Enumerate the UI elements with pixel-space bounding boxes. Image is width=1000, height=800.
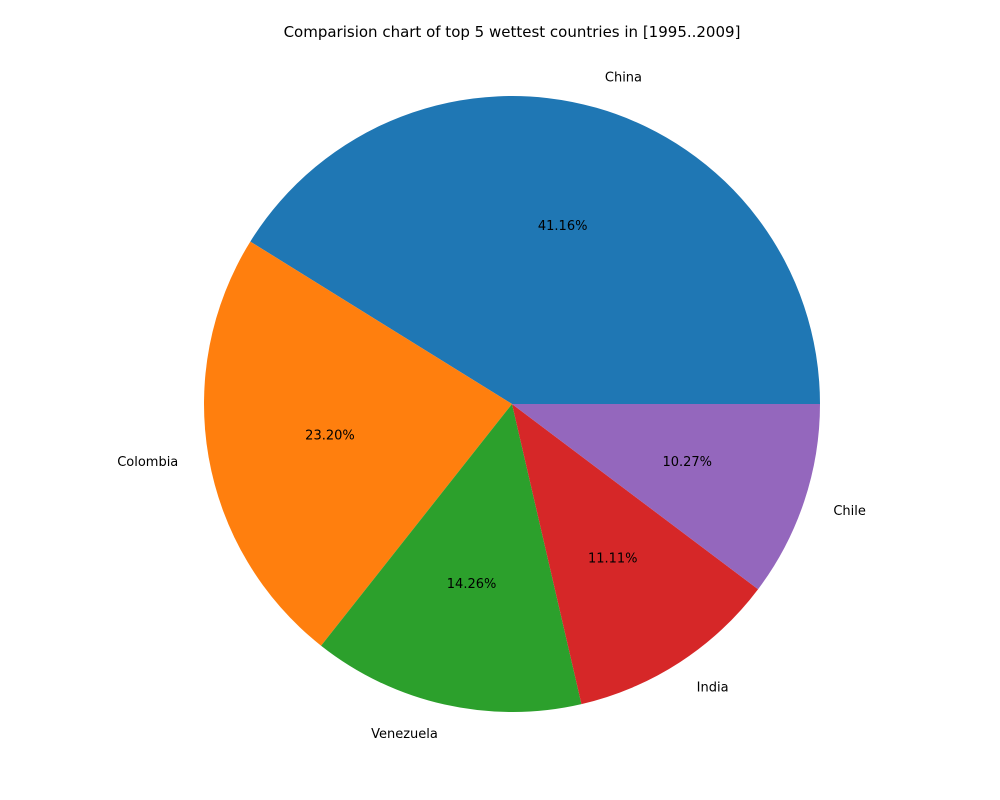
slice-percent-chile: 10.27% (662, 455, 712, 470)
slice-percent-venezuela: 14.26% (447, 577, 497, 592)
chart-title: Comparision chart of top 5 wettest count… (284, 23, 741, 41)
slice-label-chile: Chile (833, 504, 866, 519)
slice-label-india: India (697, 681, 729, 696)
slice-label-colombia: Colombia (117, 455, 178, 470)
pie-slice-india (512, 404, 759, 705)
pie-slice-venezuela (321, 404, 582, 712)
pie-slice-colombia (203, 241, 512, 646)
slice-percent-china: 41.16% (538, 219, 588, 234)
pie-labels: China 41.16% Colombia 23.20% Venezuela 14.26%… (117, 71, 866, 742)
slice-label-venezuela: Venezuela (371, 727, 438, 742)
slice-label-china: China (605, 71, 642, 86)
pie-slice-chile (512, 404, 820, 590)
slice-percent-colombia: 23.20% (305, 428, 355, 443)
pie-slice-china (250, 96, 821, 405)
slice-percent-india: 11.11% (588, 551, 638, 566)
pie-slices (203, 96, 821, 712)
